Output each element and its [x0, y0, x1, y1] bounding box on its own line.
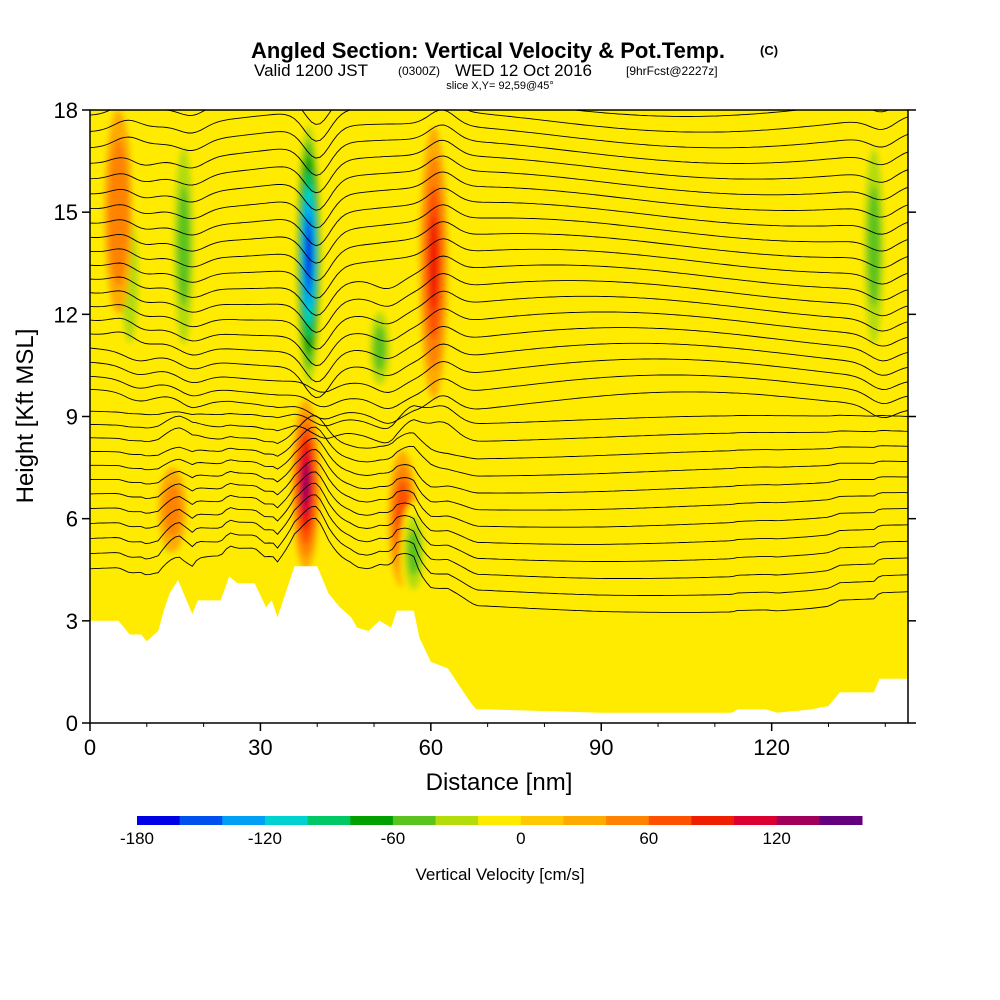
colorbar-label: 120 [763, 829, 791, 848]
y-tick-label: 18 [54, 98, 78, 123]
theta-contour [90, 494, 908, 579]
theta-contour [90, 415, 908, 460]
velocity-band [177, 185, 190, 307]
colorbar-swatch [392, 816, 437, 825]
colorbar-swatch [563, 816, 607, 825]
velocity-feature [158, 467, 187, 553]
colorbar-swatch [179, 816, 223, 825]
axes: 0 30 60 90 120 0 3 6 9 12 15 18 [54, 98, 916, 760]
theta-contour [90, 437, 908, 494]
x-tick-label: 30 [248, 735, 272, 760]
colorbar-swatch [776, 816, 820, 825]
theta-contour [90, 449, 908, 511]
velocity-feature [169, 110, 198, 383]
theta-contour [90, 187, 908, 247]
theta-contour [90, 325, 908, 383]
colorbar-swatch [435, 816, 479, 825]
theta-contour [90, 171, 908, 229]
colorbar-title: Vertical Velocity [cm/s] [415, 865, 584, 884]
colorbar-swatch [606, 816, 650, 825]
chart-title: Angled Section: Vertical Velocity & Pot.… [251, 38, 725, 63]
theta-contour [90, 238, 908, 299]
theta-contour [90, 308, 908, 367]
x-axis-label: Distance [nm] [426, 769, 573, 796]
theta-contour [90, 342, 908, 399]
velocity-band [112, 166, 125, 258]
colorbar-swatch [307, 816, 351, 825]
theta-contour [90, 505, 908, 596]
colorbar-label: -60 [381, 829, 406, 848]
theta-contour [90, 110, 908, 142]
velocity-feature [104, 110, 133, 315]
colorbar-swatch [222, 816, 266, 825]
theta-contour [90, 110, 890, 125]
theta-contour [90, 482, 908, 562]
velocity-band [373, 325, 386, 372]
velocity-band [428, 215, 439, 311]
colorbar-label: -180 [120, 829, 154, 848]
valid-time-utc: (0300Z) [398, 64, 440, 78]
theta-contour [90, 415, 908, 444]
x-tick-label: 0 [84, 735, 96, 760]
velocity-feature [859, 110, 888, 383]
colorbar-swatch [648, 816, 692, 825]
y-axis-label: Height [Kft MSL] [12, 329, 39, 504]
theta-contour [90, 124, 908, 176]
x-tick-label: 120 [753, 735, 790, 760]
y-tick-label: 6 [66, 507, 78, 532]
colorbar-label: 0 [516, 829, 525, 848]
colorbar-label: -120 [248, 829, 282, 848]
theta-contour [90, 204, 908, 264]
colorbar: -180 -120 -60 0 60 120 [120, 816, 863, 848]
velocity-feature [365, 297, 394, 400]
y-tick-label: 15 [54, 200, 78, 225]
valid-time-date: WED 12 Oct 2016 [455, 61, 592, 80]
theta-contour [90, 405, 908, 430]
plot-area [90, 110, 908, 723]
theta-contour [90, 139, 908, 194]
velocity-feature [419, 127, 448, 400]
velocity-feature [399, 501, 428, 604]
velocity-feature [294, 110, 323, 400]
velocity-band [305, 230, 312, 279]
colorbar-swatch [478, 816, 522, 825]
y-tick-label: 12 [54, 302, 78, 327]
y-tick-label: 0 [66, 711, 78, 736]
theta-contour [90, 374, 908, 410]
theta-contour [90, 110, 908, 159]
colorbar-label: 60 [639, 829, 658, 848]
theta-contour [90, 290, 908, 350]
colorbar-swatch [691, 816, 735, 825]
colorbar-swatch [350, 816, 394, 825]
theta-contour [90, 426, 908, 477]
theta-contour [90, 255, 908, 316]
theta-contour [90, 358, 908, 393]
colorbar-swatch [819, 816, 863, 825]
y-tick-label: 3 [66, 609, 78, 634]
theta-contour [90, 155, 908, 211]
theta-contour [90, 471, 908, 545]
forecast-info: [9hrFcst@2227z] [626, 64, 718, 78]
theta-contour [90, 221, 908, 282]
velocity-band [867, 185, 881, 307]
slice-info: slice X,Y= 92,59@45° [446, 80, 554, 92]
valid-time-prefix: Valid 1200 JST [254, 61, 368, 80]
theta-contours [90, 110, 908, 613]
velocity-feature [291, 399, 320, 570]
theta-contour [90, 388, 908, 424]
colorbar-swatch [264, 816, 309, 825]
colorbar-swatch [734, 816, 778, 825]
y-tick-label: 9 [66, 405, 78, 430]
theta-contour [90, 273, 908, 333]
x-tick-label: 60 [419, 735, 443, 760]
colorbar-swatch [137, 816, 181, 825]
theta-contour [90, 460, 908, 528]
terrain-mask [90, 566, 908, 723]
x-tick-label: 90 [589, 735, 613, 760]
theta-contour [90, 517, 908, 613]
colorbar-swatch [520, 816, 564, 825]
chart-title-units: (C) [760, 43, 778, 58]
velocity-band [163, 483, 181, 537]
